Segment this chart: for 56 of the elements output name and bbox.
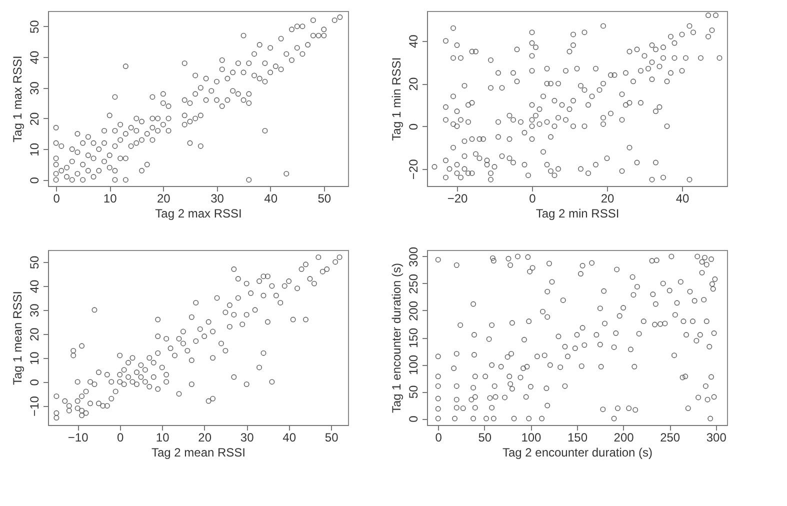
y-axis-title: Tag 1 max RSSI [10,56,24,142]
x-tick-label: 250 [660,430,680,444]
y-tick-label: 0 [406,415,420,422]
x-axis-title: Tag 2 min RSSI [536,206,620,220]
y-tick-label: 300 [406,246,420,267]
x-tick-label: 200 [614,430,634,444]
y-tick-label: 200 [406,300,420,322]
x-axis-title: Tag 2 max RSSI [155,206,242,220]
x-tick-label: 100 [521,430,542,444]
y-axis-title: Tag 1 mean RSSI [10,290,24,386]
x-tick-label: 50 [324,430,339,444]
x-tick-label: 40 [282,430,296,444]
y-tick-label: −20 [406,158,420,180]
y-tick-label: 10 [28,351,42,366]
x-tick-label: 10 [156,430,170,444]
y-tick-label: 20 [406,77,420,91]
y-tick-label: 0 [28,176,42,184]
x-tick-label: 50 [478,430,492,444]
y-tick-label: 30 [28,303,42,318]
y-axis-title: Tag 1 min RSSI [390,57,404,141]
x-tick-label: −10 [68,430,89,444]
y-tick-label: 40 [28,50,42,64]
x-tick-label: −20 [447,192,468,206]
y-tick-label: 50 [28,255,42,270]
y-tick-label: 20 [28,327,42,342]
x-tick-label: 30 [210,192,224,206]
y-tick-label: 0 [28,378,42,386]
y-tick-label: 20 [28,112,42,126]
x-tick-label: 0 [529,192,536,206]
y-tick-label: 40 [28,279,42,294]
x-tick-label: 10 [103,192,118,206]
x-tick-label: 20 [157,192,171,206]
x-tick-label: 0 [53,192,60,206]
y-tick-label: 10 [28,142,42,156]
x-tick-label: 20 [600,192,614,206]
x-tick-label: 300 [706,430,727,444]
x-tick-label: 0 [116,430,124,444]
x-tick-label: 50 [318,192,332,206]
y-tick-label: 0 [406,123,420,130]
x-tick-label: 150 [567,430,588,444]
x-tick-label: 30 [240,430,254,444]
y-tick-label: 100 [406,354,420,376]
x-axis-title: Tag 2 mean RSSI [151,446,246,460]
y-tick-label: −10 [28,396,42,416]
y-tick-label: 30 [28,81,42,95]
y-tick-label: 50 [28,20,42,34]
y-tick-label: 250 [406,274,420,294]
y-tick-label: 50 [406,385,420,399]
y-tick-label: 150 [406,328,420,348]
y-axis-title: Tag 1 encounter duration (s) [390,262,404,414]
x-axis-title: Tag 2 encounter duration (s) [502,446,653,460]
x-tick-label: 40 [264,192,278,206]
y-tick-label: 40 [406,34,420,48]
x-tick-label: 0 [435,430,442,444]
x-tick-label: 20 [198,430,212,444]
x-tick-label: 40 [676,192,690,206]
